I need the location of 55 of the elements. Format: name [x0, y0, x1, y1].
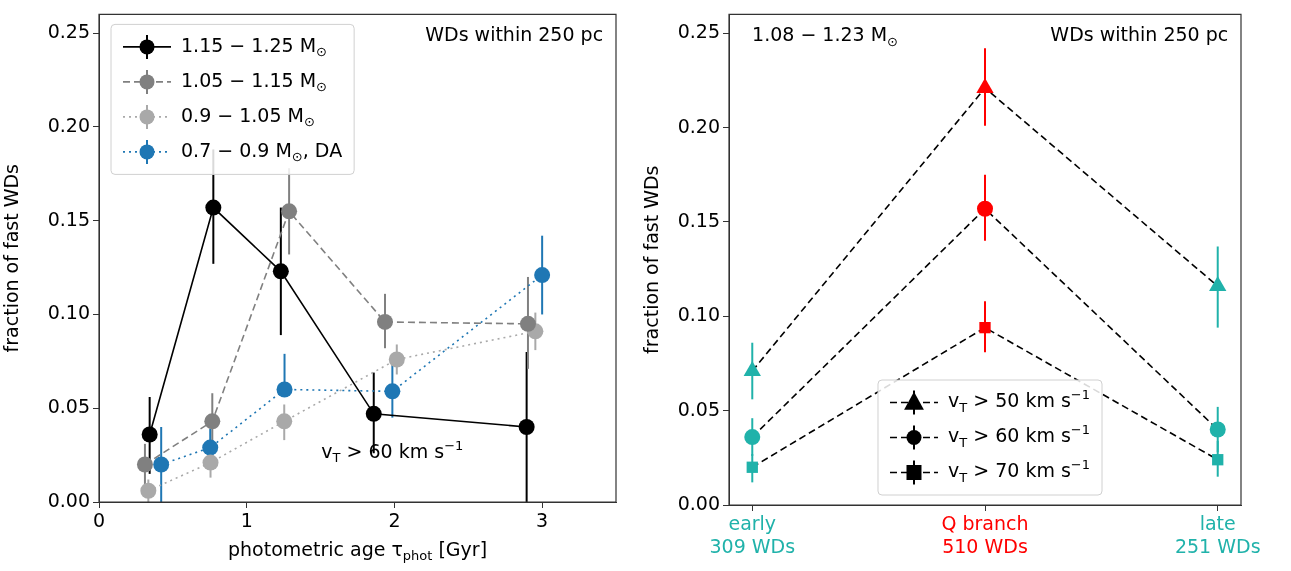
y-tick-label: 0.15 [47, 207, 90, 230]
point [388, 351, 405, 368]
point [202, 439, 219, 456]
x-tick-label: 0 [92, 509, 106, 532]
point [281, 203, 298, 220]
y-tick-label: 0.00 [47, 488, 90, 511]
point [136, 456, 153, 473]
y-tick-label: 0.15 [677, 208, 720, 231]
x-tick-label: late 251 WDs [1174, 512, 1261, 558]
annotation: WDs within 250 pc [1050, 23, 1229, 46]
point [272, 263, 289, 280]
y-tick-label: 0.05 [677, 397, 720, 420]
point [534, 267, 551, 284]
point [1209, 276, 1227, 292]
y-tick-label: 0.25 [47, 20, 90, 43]
point [153, 456, 170, 473]
legend-label: 0.9 − 1.05 M⊙ [181, 103, 315, 129]
point [202, 454, 219, 471]
y-tick-label: 0.05 [47, 395, 90, 418]
annotation: WDs within 250 pc [425, 23, 604, 46]
point [1212, 454, 1224, 466]
point [140, 482, 157, 499]
point [384, 383, 401, 400]
point [519, 315, 536, 332]
y-tick-label: 0.25 [677, 20, 720, 43]
point [276, 413, 293, 430]
y-axis-title: fraction of fast WDs [640, 165, 663, 354]
x-tick-label: 3 [536, 509, 549, 532]
y-tick-label: 0.20 [677, 114, 720, 137]
annotation: 1.08 − 1.23 M⊙ [752, 23, 898, 49]
point [205, 199, 222, 216]
x-tick-label: 2 [388, 509, 401, 532]
point [518, 418, 535, 435]
x-tick-label: Q branch 510 WDs [941, 512, 1029, 558]
point [746, 461, 758, 473]
y-axis-title: fraction of fast WDs [0, 163, 23, 353]
point [1209, 421, 1226, 438]
point [276, 381, 293, 398]
y-tick-label: 0.10 [47, 301, 90, 324]
legend-label: 1.05 − 1.15 M⊙ [181, 68, 327, 94]
point [204, 413, 221, 430]
x-tick-label: early 309 WDs [709, 512, 796, 558]
y-tick-label: 0.10 [677, 303, 720, 326]
y-tick-label: 0.20 [47, 113, 90, 136]
x-tick-label: 1 [240, 509, 253, 532]
point [979, 321, 991, 334]
point [743, 361, 761, 377]
y-tick-label: 0.00 [677, 491, 720, 514]
point [376, 313, 393, 330]
point [365, 405, 382, 422]
point [744, 429, 761, 446]
legend-label: 1.15 − 1.25 M⊙ [181, 33, 327, 59]
point [977, 200, 993, 217]
legend-label: 0.7 − 0.9 M⊙, DA [181, 138, 343, 164]
point [141, 426, 158, 443]
